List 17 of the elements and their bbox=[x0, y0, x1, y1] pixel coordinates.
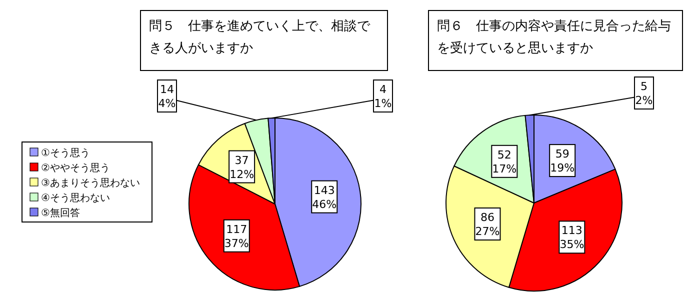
data-label: 37 12% bbox=[230, 154, 254, 181]
chart-title: 問５ 仕事を進めていく上で、相談できる人がいますか bbox=[140, 10, 388, 71]
data-label: 14 4% bbox=[158, 83, 176, 110]
data-label: 117 37% bbox=[224, 222, 249, 250]
chart-title: 問６ 仕事の内容や責任に見合った給与を受けていると思いますか bbox=[428, 10, 683, 71]
data-label: 143 46% bbox=[312, 184, 337, 211]
data-label: 113 35% bbox=[560, 224, 584, 252]
data-label: 86 27% bbox=[475, 210, 500, 238]
legend-label: ③あまりそう思わない bbox=[41, 178, 140, 189]
legend-label: ①そう思う bbox=[41, 148, 90, 159]
legend-label: ②ややそう思う bbox=[41, 163, 110, 174]
data-label: 4 1% bbox=[374, 83, 392, 110]
legend-label: ⑤無回答 bbox=[41, 207, 80, 219]
data-label: 5 2% bbox=[635, 80, 653, 107]
legend-label: ④そう思わない bbox=[41, 193, 110, 204]
data-label: 52 17% bbox=[492, 148, 517, 176]
data-label: 59 19% bbox=[550, 148, 575, 175]
